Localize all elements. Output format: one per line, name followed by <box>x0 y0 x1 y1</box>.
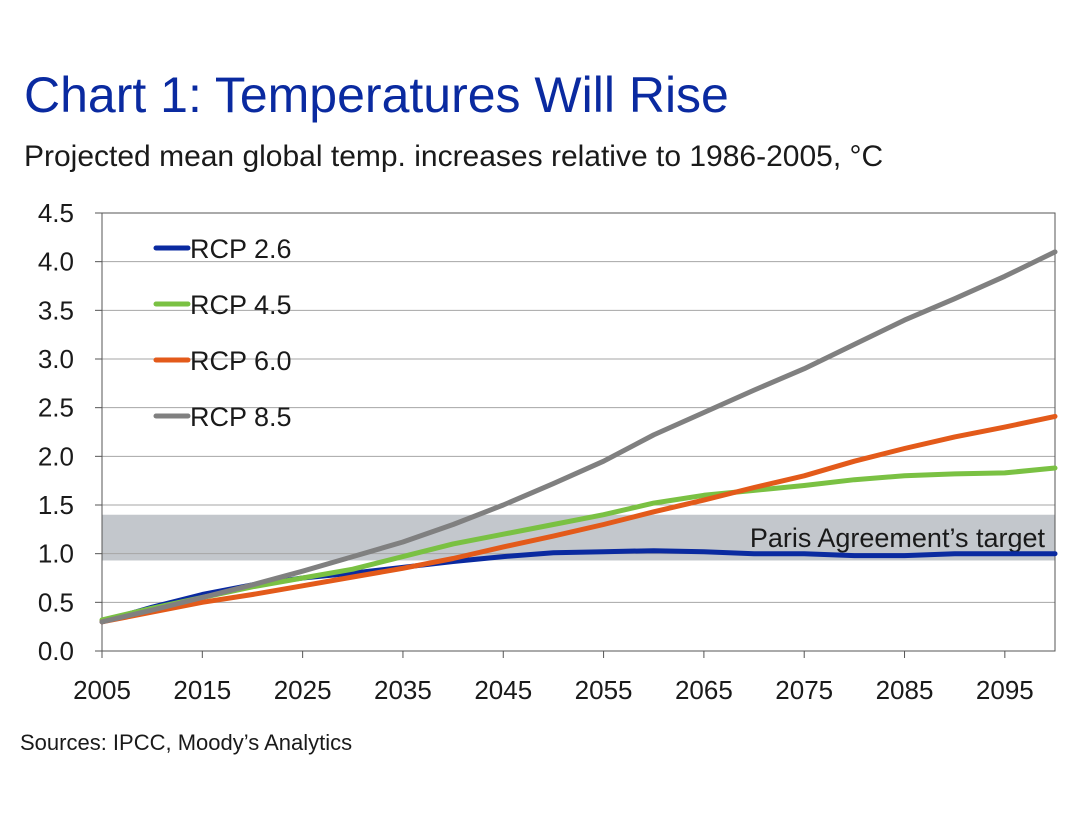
data-point <box>1003 552 1007 556</box>
x-tick-label: 2005 <box>73 675 131 705</box>
y-tick-label: 4.0 <box>38 247 74 277</box>
x-tick-label: 2045 <box>474 675 532 705</box>
data-point <box>351 575 355 579</box>
data-point <box>1053 414 1057 418</box>
data-point <box>652 433 656 437</box>
data-point <box>752 552 756 556</box>
data-point <box>301 576 305 580</box>
x-tick-label: 2035 <box>374 675 432 705</box>
data-point <box>802 474 806 478</box>
data-point <box>652 501 656 505</box>
data-point <box>451 542 455 546</box>
chart-subtitle: Projected mean global temp. increases re… <box>24 140 884 173</box>
x-tick-label: 2015 <box>173 675 231 705</box>
data-point <box>702 411 706 415</box>
data-point <box>702 550 706 554</box>
data-point <box>451 557 455 561</box>
data-point <box>802 484 806 488</box>
plot-frame <box>101 212 1056 652</box>
x-tick-label: 2085 <box>876 675 934 705</box>
y-tick-label: 4.5 <box>38 198 74 228</box>
data-point <box>351 567 355 571</box>
data-point <box>301 584 305 588</box>
data-point <box>903 554 907 558</box>
data-point <box>250 583 254 587</box>
series-line-rcp-8-5 <box>99 249 1058 625</box>
data-point <box>852 459 856 463</box>
x-tick-label: 2065 <box>675 675 733 705</box>
y-tick-label: 2.5 <box>38 393 74 423</box>
data-point <box>953 297 957 301</box>
data-point <box>1003 471 1007 475</box>
data-point <box>401 555 405 559</box>
data-point <box>702 493 706 497</box>
legend-label: RCP 8.5 <box>190 402 292 432</box>
series-line-rcp-6-0 <box>99 413 1058 625</box>
data-point <box>953 552 957 556</box>
data-point <box>652 510 656 514</box>
data-point <box>752 485 756 489</box>
paris-target-label: Paris Agreement’s target <box>750 523 1046 553</box>
data-point <box>1003 425 1007 429</box>
x-tick-label: 2075 <box>775 675 833 705</box>
y-tick-label: 0.0 <box>38 636 74 666</box>
source-note: Sources: IPCC, Moody’s Analytics <box>20 730 353 755</box>
data-point <box>602 459 606 463</box>
data-point <box>903 318 907 322</box>
data-point <box>953 435 957 439</box>
data-point <box>551 482 555 486</box>
data-point <box>451 522 455 526</box>
data-point <box>150 608 154 612</box>
legend-label: RCP 2.6 <box>190 234 292 264</box>
y-tick-label: 1.0 <box>38 539 74 569</box>
data-point <box>301 569 305 573</box>
data-point <box>802 367 806 371</box>
data-point <box>501 545 505 549</box>
data-point <box>1053 250 1057 254</box>
data-point <box>200 600 204 604</box>
data-point <box>551 534 555 538</box>
data-point <box>903 447 907 451</box>
y-tick-label: 3.5 <box>38 295 74 325</box>
x-tick-label: 2055 <box>575 675 633 705</box>
y-tick-label: 0.5 <box>38 587 74 617</box>
data-point <box>401 566 405 570</box>
data-point <box>501 532 505 536</box>
legend-label: RCP 4.5 <box>190 290 292 320</box>
data-point <box>702 498 706 502</box>
data-point <box>602 522 606 526</box>
data-point <box>1053 466 1057 470</box>
data-point <box>1003 274 1007 278</box>
data-point <box>802 552 806 556</box>
data-point <box>852 554 856 558</box>
data-point <box>351 555 355 559</box>
series-line-rcp-4-5 <box>99 465 1058 623</box>
data-point <box>852 478 856 482</box>
data-point <box>551 522 555 526</box>
data-point <box>652 549 656 553</box>
data-point <box>1053 552 1057 556</box>
data-point <box>401 540 405 544</box>
data-point <box>602 550 606 554</box>
x-tick-label: 2095 <box>976 675 1034 705</box>
y-tick-label: 1.5 <box>38 490 74 520</box>
chart-title: Chart 1: Temperatures Will Rise <box>24 67 729 123</box>
data-point <box>752 388 756 392</box>
y-tick-label: 3.0 <box>38 344 74 374</box>
data-point <box>903 474 907 478</box>
data-point <box>602 513 606 517</box>
x-tick-label: 2025 <box>274 675 332 705</box>
data-point <box>501 555 505 559</box>
legend-label: RCP 6.0 <box>190 346 292 376</box>
data-point <box>852 342 856 346</box>
y-tick-label: 2.0 <box>38 441 74 471</box>
data-point <box>501 503 505 507</box>
data-point <box>351 571 355 575</box>
data-point <box>100 620 104 624</box>
data-point <box>250 593 254 597</box>
data-point <box>953 472 957 476</box>
data-point <box>551 551 555 555</box>
data-point <box>200 595 204 599</box>
